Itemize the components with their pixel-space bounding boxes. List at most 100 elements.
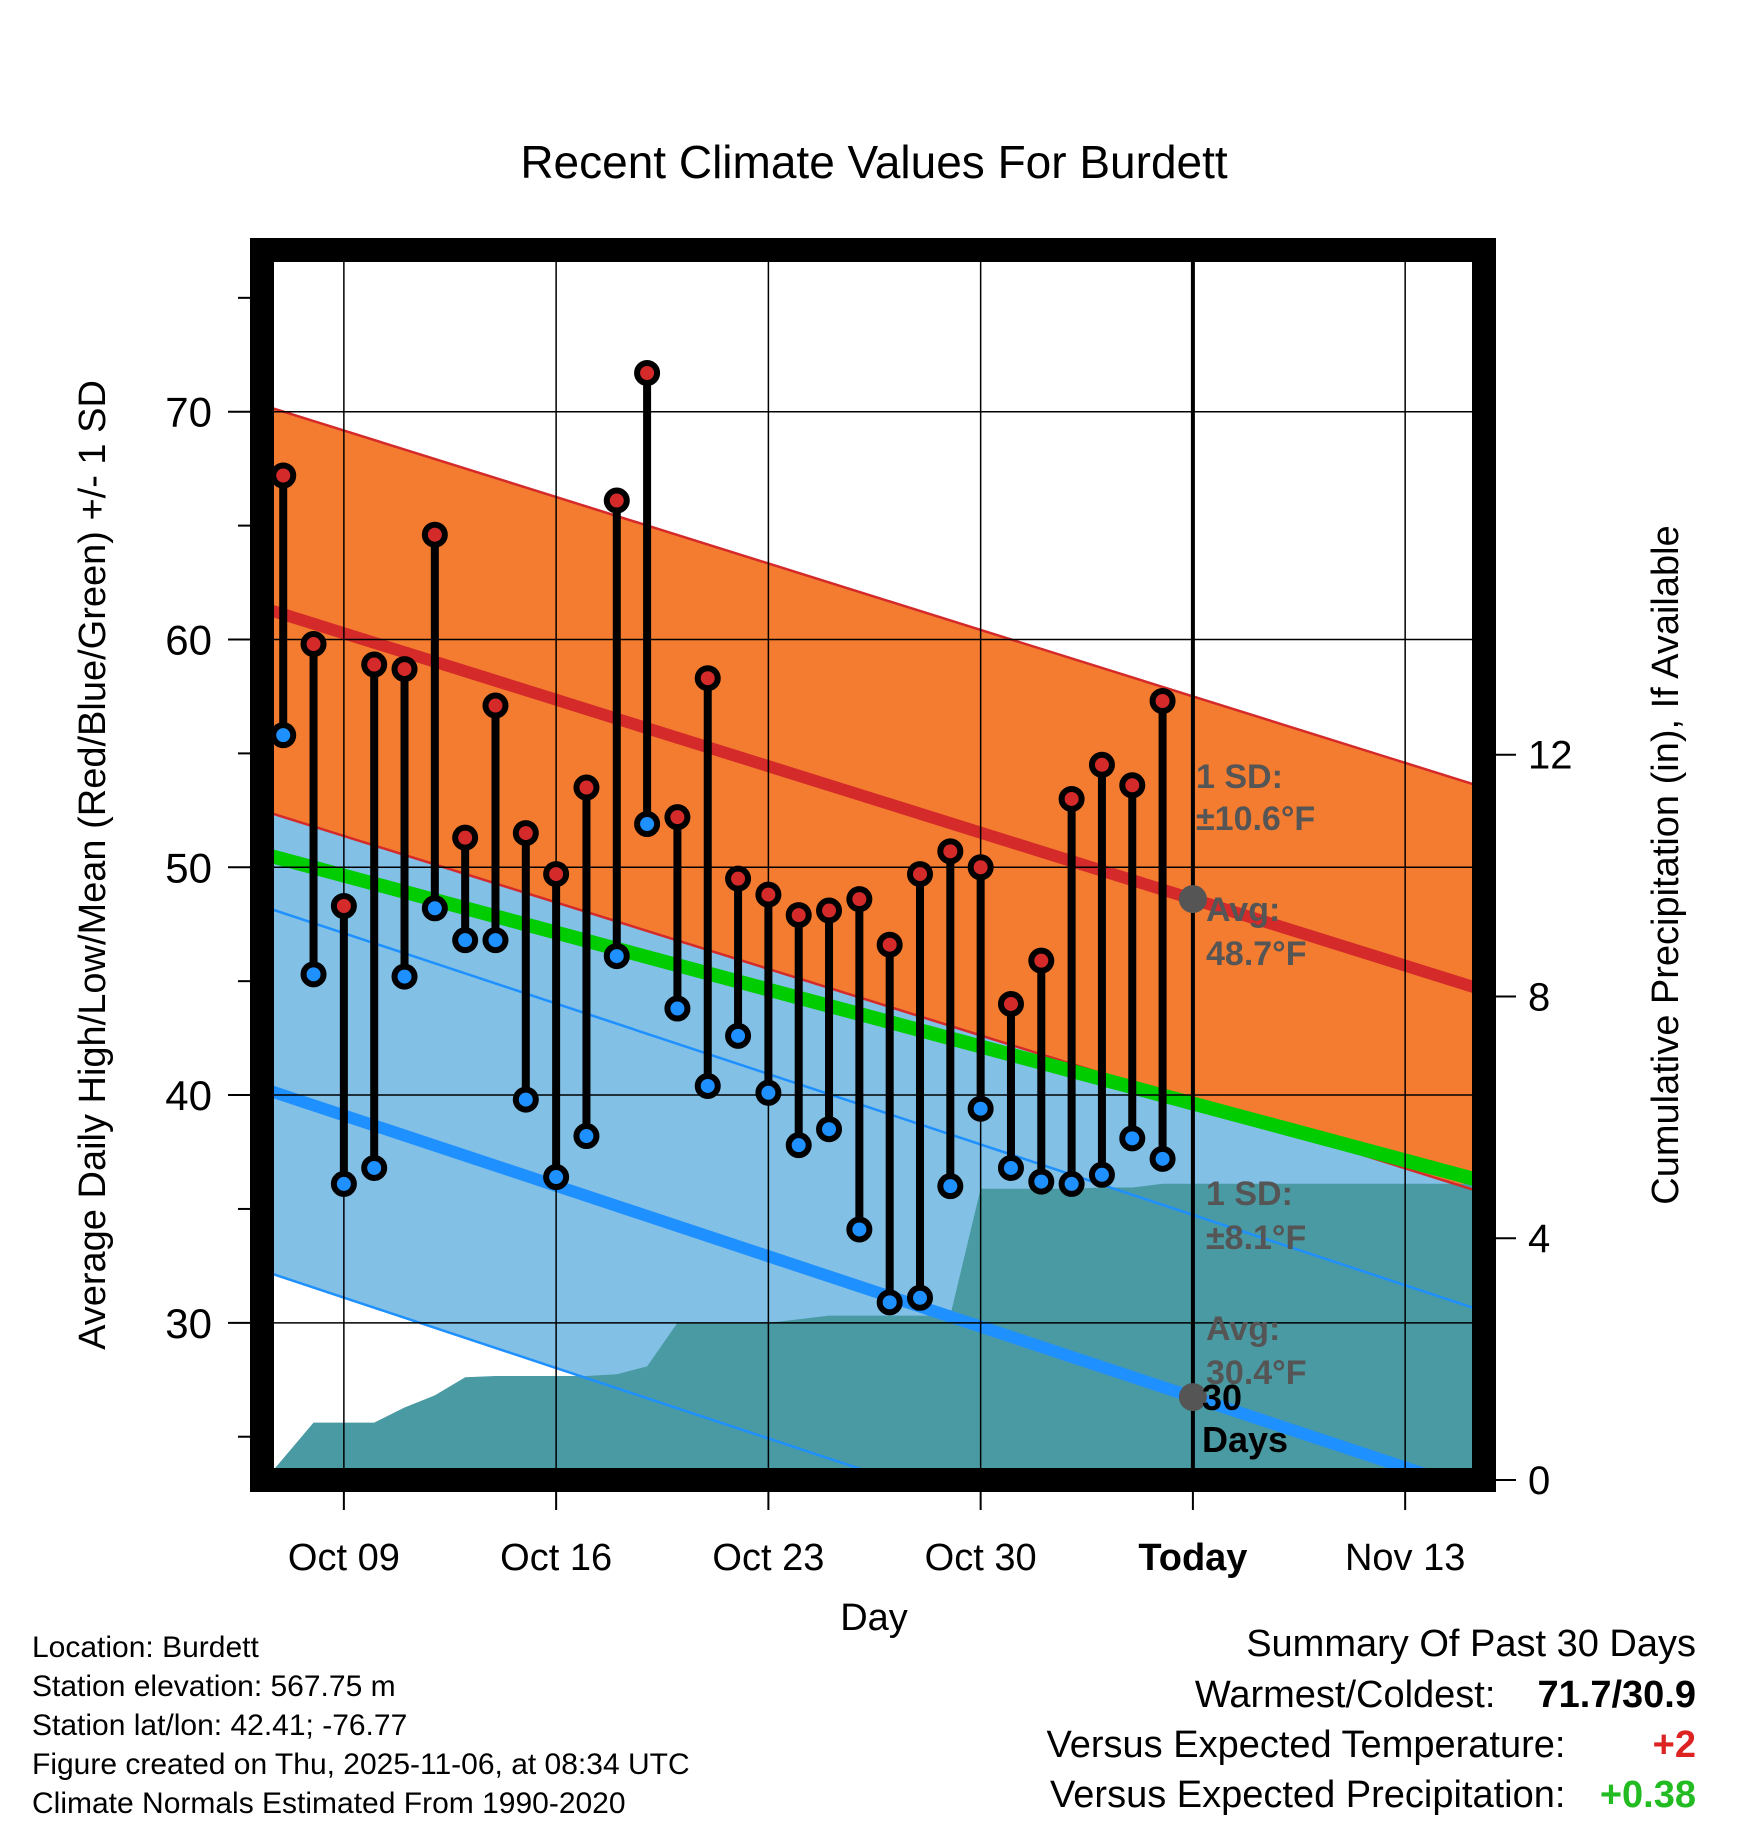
precipitation-area: [265, 1183, 1484, 1480]
high-point: [876, 931, 903, 958]
y-axis-label: Average Daily High/Low/Mean (Red/Blue/Gr…: [72, 380, 114, 1350]
days-count: 30: [1202, 1377, 1242, 1418]
day-range: [937, 838, 964, 1200]
high-avg-value: 48.7°F: [1206, 935, 1307, 973]
x-tick-label: Oct 16: [500, 1537, 612, 1579]
y-tick-label: 40: [165, 1072, 212, 1119]
high-point: [330, 893, 357, 919]
summary-warm-cold: Warmest/Coldest: 71.7/30.9: [1195, 1674, 1696, 1717]
y-tick-labels: 30 40 50 60 70: [165, 389, 212, 1347]
high-point: [937, 838, 964, 865]
high-point: [270, 462, 297, 489]
high-point: [482, 692, 509, 719]
low-point: [755, 1079, 782, 1106]
day-range: [1088, 751, 1115, 1188]
high-avg-label: Avg:: [1206, 891, 1280, 929]
normals-text: Climate Normals Estimated From 1990-2020: [32, 1787, 626, 1820]
high-point: [543, 861, 570, 888]
x-tick-labels: Oct 09 Oct 16 Oct 23 Oct 30 Today Nov 13: [288, 1537, 1465, 1579]
high-point: [300, 631, 327, 658]
day-range: [270, 462, 297, 749]
low-point: [664, 995, 691, 1022]
y-tick-label: 30: [165, 1300, 212, 1347]
day-range: [1028, 947, 1055, 1195]
low-point: [785, 1132, 812, 1159]
high-point: [725, 865, 752, 892]
day-range: [725, 865, 752, 1049]
low-point: [1058, 1170, 1085, 1197]
high-point: [846, 886, 873, 913]
low-point: [846, 1216, 873, 1243]
high-sd-label: 1 SD:: [1196, 758, 1283, 796]
precip-anomaly-label: Versus Expected Precipitation:: [1050, 1774, 1566, 1816]
high-point: [573, 774, 600, 801]
low-point: [997, 1154, 1024, 1181]
high-mean-line: [262, 601, 1484, 997]
low-point: [967, 1095, 994, 1122]
low-point: [1119, 1125, 1146, 1152]
x-tick-label: Oct 23: [712, 1537, 824, 1579]
low-point: [937, 1173, 964, 1200]
low-point: [543, 1164, 570, 1191]
high-point: [1028, 947, 1055, 974]
low-point: [452, 927, 479, 954]
high-point: [967, 854, 994, 881]
high-point: [907, 861, 933, 888]
day-range: [785, 902, 812, 1159]
x-tick-label: Oct 30: [925, 1537, 1037, 1579]
low-point: [512, 1086, 539, 1113]
low-mean-line: [262, 1082, 1462, 1480]
day-range: [573, 774, 600, 1150]
low-point: [573, 1123, 600, 1150]
low-avg-marker: [1178, 1383, 1207, 1412]
low-point: [816, 1116, 843, 1143]
low-point: [391, 963, 418, 990]
high-point: [997, 990, 1024, 1017]
y2-tick-label: 12: [1528, 734, 1573, 778]
day-range: [816, 897, 843, 1143]
high-avg-marker: [1178, 885, 1207, 914]
day-range: [664, 804, 691, 1022]
location-text: Location: Burdett: [32, 1631, 259, 1664]
low-point: [300, 961, 327, 988]
y-tick-label: 50: [165, 844, 212, 891]
high-point: [755, 881, 782, 908]
plot-frame: [250, 238, 1496, 1492]
high-point: [361, 651, 388, 678]
high-point: [816, 897, 843, 924]
day-range: [391, 656, 418, 990]
temp-anomaly-value: +2: [1652, 1724, 1696, 1766]
precip-anomaly-value: +0.38: [1599, 1774, 1696, 1816]
day-range: [1149, 688, 1176, 1172]
temp-anomaly-label: Versus Expected Temperature:: [1046, 1724, 1566, 1766]
low-sd-value: ±8.1°F: [1206, 1219, 1306, 1257]
high-point: [391, 656, 418, 683]
low-sd-upper-line: [262, 904, 1484, 1313]
latlon-text: Station lat/lon: 42.41; -76.77: [32, 1709, 408, 1742]
low-avg-value: 30.4°F: [1206, 1354, 1307, 1392]
low-point: [725, 1022, 752, 1049]
day-range: [967, 854, 994, 1122]
high-point: [664, 804, 691, 831]
day-range: [997, 990, 1024, 1181]
high-point: [421, 521, 448, 548]
axis-ticks: [228, 296, 1516, 1510]
low-point: [1088, 1161, 1115, 1188]
summary-precip: Versus Expected Precipitation: +0.38: [1050, 1774, 1696, 1817]
day-range: [300, 631, 327, 988]
low-point: [1028, 1168, 1055, 1195]
low-point: [361, 1154, 388, 1181]
low-point: [270, 722, 297, 749]
day-range: [421, 521, 448, 922]
high-point: [785, 902, 812, 929]
low-sd-label: 1 SD:: [1206, 1175, 1293, 1213]
station-info: Location: Burdett Station elevation: 567…: [32, 1628, 690, 1823]
low-avg-label: Avg:: [1206, 1310, 1280, 1348]
days-label: Days: [1202, 1419, 1288, 1460]
high-sd-value: ±10.6°F: [1196, 800, 1315, 838]
day-range: [330, 893, 357, 1197]
day-range: [361, 651, 388, 1181]
day-range: [907, 861, 933, 1311]
x-tick-label: Nov 13: [1345, 1537, 1465, 1579]
